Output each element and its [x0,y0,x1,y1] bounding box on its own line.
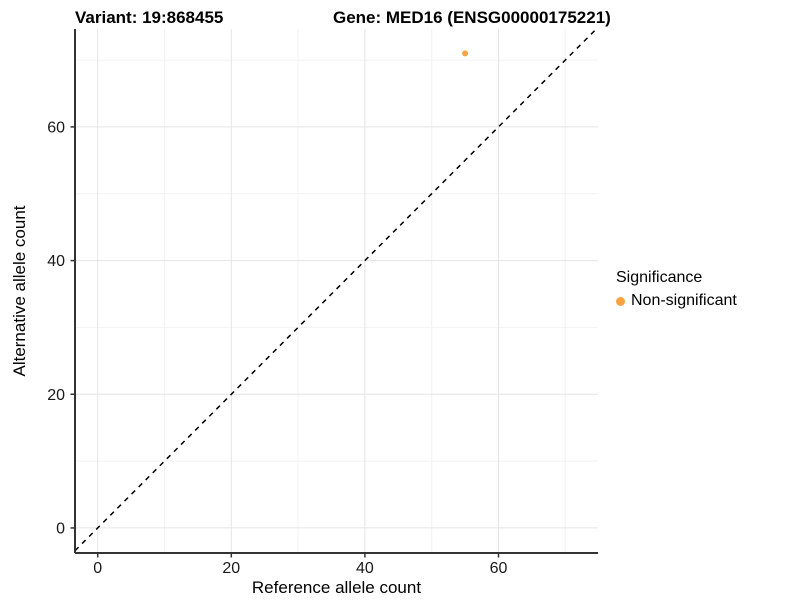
legend: Significance Non-significant [616,269,737,310]
data-point [462,50,469,57]
x-tick-label: 20 [222,560,240,577]
y-tick-label: 20 [47,387,65,404]
y-tick-label: 60 [47,119,65,136]
plot-title-gene: Gene: MED16 (ENSG00000175221) [333,8,611,27]
y-tick-label: 40 [47,253,65,270]
x-tick-label: 40 [356,560,374,577]
legend-title: Significance [616,269,703,286]
x-tick-label: 0 [93,560,102,577]
legend-item-label: Non-significant [631,292,737,309]
y-axis-title: Alternative allele count [10,205,29,377]
x-tick-label: 60 [490,560,508,577]
identity-reference-line [74,28,597,552]
plot-title-variant: Variant: 19:868455 [75,8,224,27]
legend-point-icon [616,296,625,306]
legend-item-non-significant: Non-significant [616,292,737,310]
y-tick-label: 0 [56,520,65,537]
x-axis-title: Reference allele count [251,578,422,597]
